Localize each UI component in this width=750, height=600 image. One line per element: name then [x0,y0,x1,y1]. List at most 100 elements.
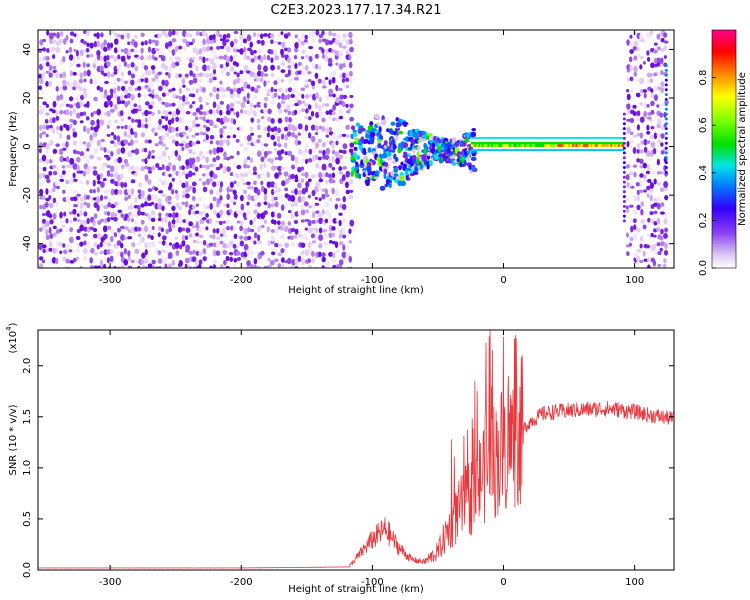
spectrogram-cell [622,136,626,140]
spectrogram-cell [625,244,630,248]
spectrogram-cell [44,220,50,228]
spectrogram-cell [229,102,235,108]
spectrogram-cell [250,249,254,256]
spectrogram-cell [649,187,653,194]
spectrogram-cell [157,197,162,205]
spectrogram-cell [622,141,626,145]
spectrogram-cell [195,140,201,145]
spectrogram-cell [178,217,183,225]
spectrogram-cell [304,171,309,179]
spectrogram-cell [454,142,460,148]
spectrogram-cell [345,77,350,82]
spectrogram-cell [212,68,217,75]
spectrogram-cell [656,196,662,204]
spectrogram-cell [290,189,295,194]
spectrogram-cell [205,72,210,78]
spectrogram-cell [636,110,641,117]
spectrogram-cell [297,255,302,262]
spectrogram-cell [284,202,289,207]
spectrogram-cell [639,158,644,165]
spectrogram-cell [663,258,667,264]
spectrogram-cell [96,49,101,57]
spectrogram-cell [165,92,170,96]
spectrogram-cell [636,149,640,154]
spectrogram-cell [287,69,292,76]
spectrogram-cell [103,233,108,240]
spectrogram-cell [124,89,128,95]
colorbar-tick-label: 0.0 [698,260,709,276]
spectrogram-cell [327,158,332,163]
spectrogram-cell [239,211,243,215]
spectrogram-cell [286,93,291,100]
spectrogram-cell [90,119,95,126]
spectrogram-cell [106,110,111,117]
spectrogram-cell [116,125,121,129]
spectrogram-cell [202,111,208,116]
spectrogram-cell [649,211,654,216]
spectrogram-cell [65,258,71,264]
spectrogram-cell [198,251,203,257]
spectrogram-cell [168,173,172,178]
spectrogram-cell [314,102,319,110]
spectrogram-cell [79,241,84,247]
spectrogram-cell [622,112,626,116]
spectrogram-cell [349,103,354,109]
spectrogram-cell [290,195,296,202]
spectrogram-cell [62,249,68,255]
spectrogram-cell [62,101,67,108]
y-tick-label: 40 [22,43,33,56]
spectrogram-cell [164,146,169,151]
spectrogram-cell [175,250,180,256]
spectrogram-cell [239,125,244,133]
spectrogram-cell [65,34,69,41]
spectrogram-cell [205,134,209,141]
spectrogram-cell [65,50,69,54]
spectrogram-cell [52,225,57,230]
spectrogram-cell [664,98,668,101]
spectrogram-cell [140,32,145,38]
spectrogram-cell [266,226,271,233]
spectrogram-cell [376,156,381,163]
spectrogram-cell [150,65,156,70]
spectrogram-cell [79,86,83,92]
spectrogram-cell [222,94,227,98]
spectrogram-cell [348,239,353,244]
spectrogram-cell [83,226,88,232]
spectrogram-cell [229,125,234,131]
spectrogram-cell [633,218,637,223]
spectrogram-cell [41,212,47,217]
spectrogram-cell [281,41,286,49]
spectrogram-cell [629,117,635,124]
spectrogram-cell [134,226,139,232]
spectrogram-cell [140,211,146,216]
colorbar-tick-label: 0.6 [698,117,709,133]
spectrogram-cell [191,195,196,202]
spectrogram-cell [374,170,380,176]
spectrogram-cell [191,141,196,146]
spectrogram-cell [273,219,277,225]
spectrogram-cell [649,30,654,36]
spectrogram-cell [246,34,252,42]
spectrogram-cell [280,220,286,227]
spectrogram-cell [205,138,210,145]
spectrogram-cell [314,219,319,224]
spectrogram-cell [328,47,333,53]
spectrogram-cell [247,185,252,190]
spectrogram-cell [212,210,217,215]
spectrogram-cell [633,55,638,61]
spectrogram-cell [229,155,234,159]
spectrogram-cell [287,87,293,93]
spectrogram-cell [235,251,241,256]
spectrogram-cell [107,119,112,127]
spectrogram-cell [191,157,196,165]
spectrogram-cell [55,46,61,54]
spectrogram-cell [314,125,319,132]
spectrogram-cell [75,112,81,119]
spectrogram-cell [147,213,152,220]
spectrogram-cell [212,76,217,81]
spectrogram-cell [167,221,172,228]
spectrogram-cell [178,127,182,132]
spectrogram-cell [174,140,179,147]
spectrogram-cell [99,32,104,38]
spectrogram-cell [194,166,199,172]
